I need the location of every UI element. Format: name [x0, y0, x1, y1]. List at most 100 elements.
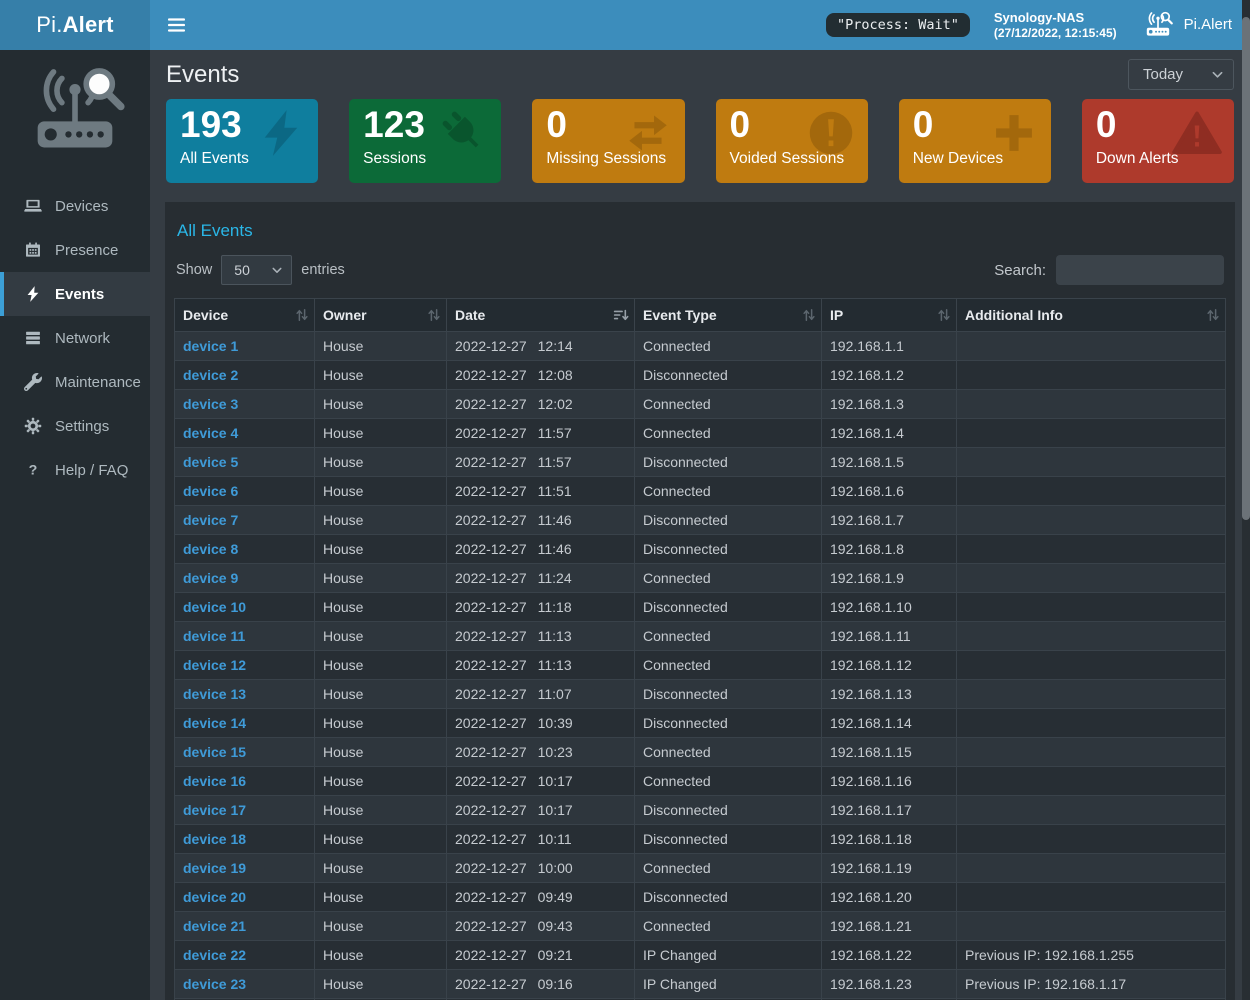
event-time: 12:02	[537, 396, 573, 412]
cell-owner: House	[314, 331, 447, 361]
period-select[interactable]: Today	[1128, 59, 1234, 90]
column-header-device[interactable]: Device	[174, 298, 315, 332]
event-time: 12:14	[537, 338, 573, 354]
event-time: 11:13	[537, 657, 572, 673]
device-link[interactable]: device 17	[183, 802, 247, 818]
sidebar-item-devices[interactable]: Devices	[0, 184, 150, 228]
device-link[interactable]: device 20	[183, 889, 247, 905]
cell-ip: 192.168.1.17	[821, 795, 957, 825]
page-length-select[interactable]: 50	[221, 255, 293, 285]
sort-both-icon	[937, 308, 951, 323]
card-new-devices[interactable]: 0 New Devices	[898, 99, 1051, 183]
calendar-icon	[23, 241, 42, 259]
cell-ip: 192.168.1.7	[821, 505, 957, 535]
sort-both-icon	[802, 308, 816, 323]
search-group: Search:	[994, 255, 1224, 285]
device-link[interactable]: device 15	[183, 744, 247, 760]
device-link[interactable]: device 4	[183, 425, 239, 441]
cell-device: device 3	[174, 389, 315, 419]
cell-additional-info	[956, 592, 1226, 622]
device-link[interactable]: device 7	[183, 512, 239, 528]
device-link[interactable]: device 18	[183, 831, 247, 847]
cell-device: device 4	[174, 418, 315, 448]
app-logo[interactable]: Pi. Alert	[0, 0, 150, 50]
cell-date: 2022-12-27 11:18	[446, 592, 635, 622]
cell-date: 2022-12-27 12:08	[446, 360, 635, 390]
chevron-down-icon	[1212, 71, 1223, 79]
cell-owner: House	[314, 766, 447, 796]
column-header-ip[interactable]: IP	[821, 298, 957, 332]
pialert-link[interactable]: Pi.Alert	[1141, 11, 1232, 39]
device-link[interactable]: device 16	[183, 773, 247, 789]
router-scan-icon	[1141, 11, 1175, 39]
sidebar-item-help-faq[interactable]: Help / FAQ	[0, 448, 150, 492]
sidebar-item-presence[interactable]: Presence	[0, 228, 150, 272]
device-link[interactable]: device 13	[183, 686, 247, 702]
sidebar-item-settings[interactable]: Settings	[0, 404, 150, 448]
table-row: device 23 House 2022-12-27 09:16 IP Changed 1…	[174, 969, 1226, 999]
scrollbar-thumb[interactable]	[1242, 17, 1250, 520]
column-header-date[interactable]: Date	[446, 298, 635, 332]
event-date: 2022-12-27	[455, 628, 527, 644]
column-header-owner[interactable]: Owner	[314, 298, 447, 332]
card-all-events[interactable]: 193 All Events	[166, 99, 319, 183]
event-date: 2022-12-27	[455, 715, 527, 731]
event-time: 10:23	[537, 744, 573, 760]
event-date: 2022-12-27	[455, 686, 527, 702]
event-date: 2022-12-27	[455, 831, 527, 847]
device-link[interactable]: device 2	[183, 367, 239, 383]
cell-date: 2022-12-27 09:49	[446, 882, 635, 912]
device-link[interactable]: device 8	[183, 541, 239, 557]
device-link[interactable]: device 5	[183, 454, 239, 470]
sidebar-item-label: Maintenance	[55, 373, 141, 391]
cell-date: 2022-12-27 10:17	[446, 766, 635, 796]
cell-ip: 192.168.1.16	[821, 766, 957, 796]
device-link[interactable]: device 1	[183, 338, 239, 354]
column-header-additional-info[interactable]: Additional Info	[956, 298, 1226, 332]
card-sessions[interactable]: 123 Sessions	[349, 99, 502, 183]
card-down-alerts[interactable]: 0 Down Alerts	[1081, 99, 1235, 183]
event-time: 11:46	[537, 541, 572, 557]
table-row: device 7 House 2022-12-27 11:46 Disconnected…	[174, 505, 1226, 535]
device-link[interactable]: device 22	[183, 947, 247, 963]
device-link[interactable]: device 3	[183, 396, 239, 412]
device-link[interactable]: device 14	[183, 715, 247, 731]
cell-event-type: Disconnected	[634, 505, 822, 535]
sidebar-item-maintenance[interactable]: Maintenance	[0, 360, 150, 404]
column-header-label: IP	[830, 307, 844, 323]
cell-additional-info	[956, 882, 1226, 912]
event-time: 10:11	[537, 831, 572, 847]
cell-device: device 22	[174, 940, 315, 970]
cell-ip: 192.168.1.10	[821, 592, 957, 622]
cell-event-type: Connected	[634, 737, 822, 767]
cell-event-type: Disconnected	[634, 708, 822, 738]
device-link[interactable]: device 19	[183, 860, 247, 876]
cell-owner: House	[314, 911, 447, 941]
table-row: device 9 House 2022-12-27 11:24 Connected 192…	[174, 563, 1226, 593]
table-row: device 3 House 2022-12-27 12:02 Connected 192…	[174, 389, 1226, 419]
cell-ip: 192.168.1.5	[821, 447, 957, 477]
sidebar-item-events[interactable]: Events	[0, 272, 150, 316]
device-link[interactable]: device 10	[183, 599, 247, 615]
device-link[interactable]: device 11	[183, 628, 246, 644]
column-header-event-type[interactable]: Event Type	[634, 298, 822, 332]
cell-device: device 14	[174, 708, 315, 738]
cell-ip: 192.168.1.22	[821, 940, 957, 970]
pialert-link-label: Pi.Alert	[1183, 16, 1232, 34]
device-link[interactable]: device 21	[183, 918, 247, 934]
card-value: 123	[363, 104, 425, 145]
device-link[interactable]: device 23	[183, 976, 247, 992]
page-scrollbar[interactable]	[1242, 0, 1250, 1000]
cell-owner: House	[314, 389, 447, 419]
card-voided-sessions[interactable]: 0 Voided Sessions	[715, 99, 868, 183]
navbar-right: "Process: Wait" Synology-NAS (27/12/2022…	[825, 9, 1232, 42]
sidebar-item-network[interactable]: Network	[0, 316, 150, 360]
search-input[interactable]	[1056, 255, 1224, 285]
card-missing-sessions[interactable]: 0 Missing Sessions	[532, 99, 685, 183]
device-link[interactable]: device 9	[183, 570, 239, 586]
sidebar-toggle-button[interactable]	[168, 18, 185, 32]
device-link[interactable]: device 6	[183, 483, 239, 499]
device-link[interactable]: device 12	[183, 657, 247, 673]
cell-date: 2022-12-27 11:51	[446, 476, 635, 506]
sidebar-menu: Devices Presence Events Network Maintenance S…	[0, 184, 150, 492]
